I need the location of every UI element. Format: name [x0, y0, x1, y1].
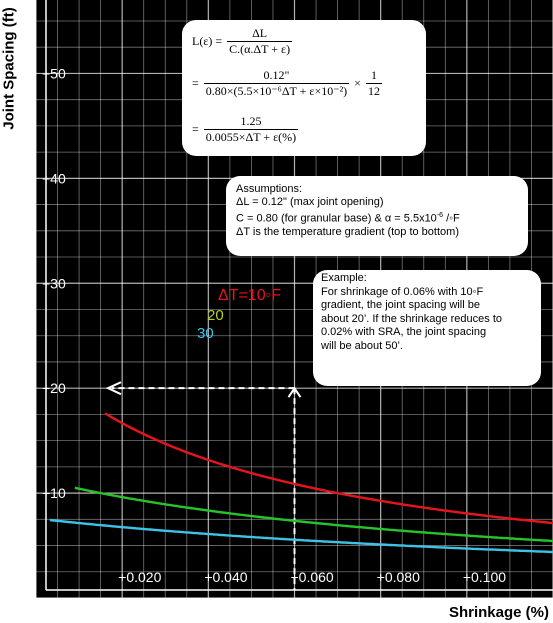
x-tick-label: +0.080	[377, 569, 420, 585]
y-tick-label: +50	[42, 65, 66, 81]
assumptions-title: Assumptions:	[236, 183, 303, 195]
formula-lhs: L(ε) =	[192, 34, 223, 48]
example-line-3: about 20’. If the shrinkage reduces to	[321, 312, 503, 325]
curve-labels: ΔT=10◦F 20 30	[197, 287, 281, 342]
annotation	[105, 381, 302, 590]
formula-times: ×	[354, 76, 361, 90]
annotation-arrowhead-left	[105, 381, 122, 396]
assumptions-line-3: ΔT is the temperature gradient (top to b…	[236, 225, 459, 238]
formula-2b-numerator: 1	[365, 68, 382, 84]
y-axis-label: Joint Spacing (ft)	[0, 7, 18, 130]
formula-3-numerator: 1.25	[203, 114, 299, 130]
x-tick-label: +0.020	[118, 569, 161, 585]
assumptions-line-2-exponent: -6	[436, 212, 444, 219]
annotation-arrowhead-up	[287, 386, 302, 398]
example-line-1: For shrinkage of 0.06% with 10◦F	[321, 285, 484, 298]
formula-eq-2: =	[192, 76, 199, 90]
assumptions-box: Assumptions: ΔL = 0.12" (max joint openi…	[226, 176, 528, 256]
assumptions-line-2-text: C = 0.80 (for granular base) & α = 5.5x1…	[236, 212, 437, 225]
curve-series-2	[74, 486, 553, 543]
y-tick-label: +10	[42, 485, 66, 501]
tick-labels: +0.020 +0.040 +0.060 +0.080 +0.100 +10 +20 +30 +…	[42, 65, 506, 585]
example-box: Example: For shrinkage of 0.06% with 10◦…	[313, 270, 541, 386]
curve-label-dt20: 20	[207, 307, 224, 324]
example-line-2: gradient, the joint spacing will be	[321, 299, 480, 311]
y-tick-label: +40	[42, 170, 66, 186]
formula-2b-denominator: 12	[367, 84, 380, 98]
y-tick-label: +30	[42, 275, 66, 291]
formula-fraction-1: ΔL C.(α.ΔT + ε)	[227, 26, 293, 57]
assumptions-line-1: ΔL = 0.12" (max joint opening)	[236, 196, 384, 208]
x-tick-label: +0.100	[463, 569, 506, 585]
example-line-4: 0.02% with SRA, the joint spacing	[321, 326, 487, 338]
y-tick-label: +20	[42, 380, 66, 396]
axes	[45, 0, 553, 591]
example-line-5: will be about 50’.	[321, 339, 403, 352]
example-title: Example:	[321, 272, 367, 284]
curve-label-dt10: ΔT=10◦F	[218, 287, 281, 304]
curve-label-dt30: 30	[197, 325, 214, 342]
curve-series-1	[104, 412, 553, 525]
x-tick-label: +0.060	[291, 569, 334, 585]
assumptions-line-2: C = 0.80 (for granular base) & α = 5.5x1…	[236, 209, 528, 226]
formula-fraction-2: 0.12" 0.80×(5.5×10⁻⁶ΔT + ε×10⁻²)	[203, 68, 350, 99]
formula-box: L(ε) = ΔL C.(α.ΔT + ε) = 0.12" 0.80×(5.5…	[182, 20, 426, 156]
curves	[49, 412, 553, 554]
assumptions-line-2-unit: /◦F	[443, 212, 460, 225]
formula-fraction-3: 1.25 0.0055×ΔT + ε(%)	[203, 114, 299, 145]
formula-fraction-2b: 1 12	[365, 68, 382, 99]
curve-series-3	[49, 518, 553, 554]
x-axis-label: Shrinkage (%)	[448, 604, 549, 621]
formula-1-numerator: ΔL	[227, 26, 293, 42]
formula-3-denominator: 0.0055×ΔT + ε(%)	[205, 130, 297, 144]
formula-1-denominator: C.(α.ΔT + ε)	[229, 42, 291, 56]
formula-2-numerator: 0.12"	[203, 68, 350, 84]
x-tick-label: +0.040	[204, 569, 247, 585]
formula-eq-3: =	[192, 122, 199, 136]
formula-2-denominator: 0.80×(5.5×10⁻⁶ΔT + ε×10⁻²)	[205, 84, 348, 98]
